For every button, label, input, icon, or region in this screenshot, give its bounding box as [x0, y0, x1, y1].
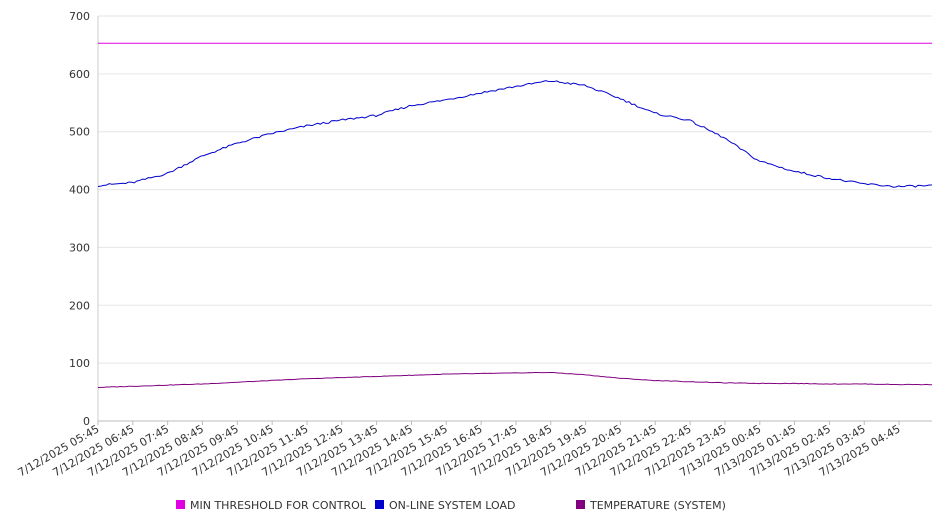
- series-line-1: [97, 80, 933, 188]
- y-tick-label: 300: [69, 241, 90, 254]
- y-tick-label: 700: [69, 10, 90, 23]
- gridlines: [98, 15, 932, 364]
- series-lines: [97, 42, 933, 389]
- x-tick-labels: 7/12/2025 05:457/12/2025 06:457/12/2025 …: [16, 422, 903, 479]
- y-tick-label: 100: [69, 357, 90, 370]
- legend-item[interactable]: MIN THRESHOLD FOR CONTROL: [176, 499, 367, 512]
- legend-swatch: [576, 500, 585, 509]
- legend-label: ON-LINE SYSTEM LOAD: [389, 499, 515, 512]
- y-tick-label: 600: [69, 68, 90, 81]
- legend-item[interactable]: TEMPERATURE (SYSTEM): [576, 499, 726, 512]
- y-tick-label: 400: [69, 184, 90, 197]
- y-tick-label: 200: [69, 299, 90, 312]
- legend-swatch: [176, 500, 185, 509]
- y-tick-label: 0: [83, 415, 90, 428]
- legend-label: MIN THRESHOLD FOR CONTROL: [190, 499, 367, 512]
- legend-label: TEMPERATURE (SYSTEM): [589, 499, 726, 512]
- y-tick-label: 500: [69, 126, 90, 139]
- legend-item[interactable]: ON-LINE SYSTEM LOAD: [375, 499, 515, 512]
- y-tick-labels: 0 100 200 300 400 500 600 700: [69, 10, 90, 428]
- legend-swatch: [375, 500, 384, 509]
- series-line-2: [97, 371, 933, 389]
- legend: MIN THRESHOLD FOR CONTROL ON-LINE SYSTEM …: [176, 499, 726, 512]
- axes: [97, 16, 932, 425]
